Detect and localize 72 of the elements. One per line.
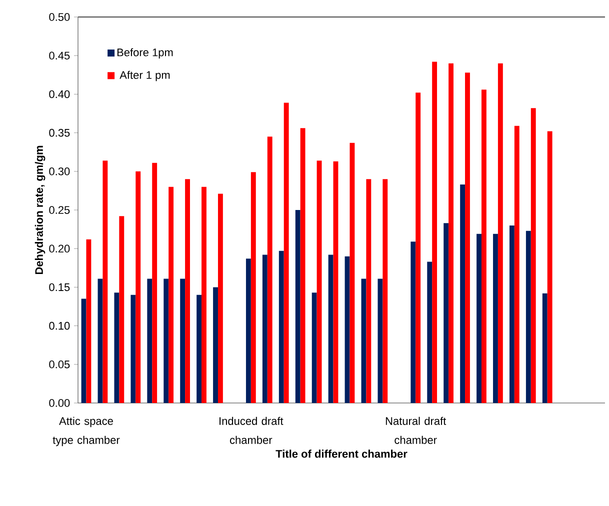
bar	[86, 239, 92, 403]
bar	[284, 102, 289, 403]
y-tick-label: 0.25	[49, 206, 70, 214]
bar	[246, 258, 251, 403]
y-tick-label: 0.10	[49, 322, 70, 330]
bar	[147, 278, 152, 403]
bar	[432, 62, 438, 403]
bar	[410, 242, 416, 403]
x-tick-label: Natural draft chamber	[386, 416, 446, 444]
bar	[180, 278, 186, 403]
bar	[344, 256, 350, 403]
bar	[164, 278, 169, 403]
bar	[295, 210, 300, 403]
bar	[448, 63, 454, 403]
bar	[328, 254, 334, 403]
bar	[196, 294, 202, 403]
bar	[218, 194, 223, 403]
bar	[185, 179, 190, 403]
bar	[152, 162, 158, 403]
bar	[542, 293, 548, 403]
bar	[526, 230, 531, 403]
y-tick-label: 0.05	[49, 360, 70, 368]
x-tick-label: Attic space type chamber	[52, 416, 120, 446]
bar	[361, 278, 366, 403]
y-tick-label: 0.00	[49, 399, 70, 407]
bar	[427, 262, 432, 403]
y-tick-label: 0.35	[49, 128, 70, 137]
bar	[460, 184, 466, 403]
bar	[498, 63, 503, 403]
bar	[267, 136, 272, 403]
y-tick-label: 0.30	[49, 168, 70, 176]
y-tick-label: 0.50	[49, 13, 70, 21]
bar	[481, 90, 486, 403]
bar	[444, 223, 449, 403]
bar	[316, 160, 322, 403]
bar	[333, 161, 338, 403]
bar	[476, 234, 482, 403]
bar	[262, 254, 268, 403]
y-tick-label: 0.15	[49, 283, 70, 292]
bar	[202, 186, 206, 403]
bar	[416, 92, 421, 403]
bar	[350, 142, 355, 403]
bar	[168, 186, 174, 403]
bar	[130, 294, 136, 403]
bar	[114, 292, 120, 403]
x-axis-title: Title of different chamber	[276, 450, 408, 458]
bar	[98, 278, 103, 403]
bar	[547, 131, 552, 403]
bar	[102, 160, 108, 403]
bar	[530, 108, 536, 403]
legend-label: Before 1pm	[117, 48, 173, 58]
x-tick-label: Induced draft chamber	[220, 416, 284, 444]
bar	[250, 172, 256, 403]
bar	[81, 298, 86, 403]
y-tick-label: 0.40	[49, 90, 70, 98]
bar	[213, 287, 218, 403]
y-tick-label: 0.20	[49, 244, 70, 252]
bar	[300, 128, 306, 403]
bar	[378, 278, 383, 403]
bar	[278, 250, 284, 403]
y-axis-title: Dehydration rate, gm/gm	[34, 146, 46, 274]
bar	[382, 179, 388, 403]
bar	[493, 234, 498, 403]
bar	[509, 225, 514, 403]
legend-label: After 1 pm	[120, 70, 170, 82]
bar	[119, 216, 124, 403]
bar	[136, 171, 141, 403]
y-tick-label: 0.45	[49, 52, 70, 60]
bar	[514, 126, 520, 403]
bar	[366, 179, 372, 403]
bar	[312, 292, 317, 403]
bar	[465, 72, 470, 403]
